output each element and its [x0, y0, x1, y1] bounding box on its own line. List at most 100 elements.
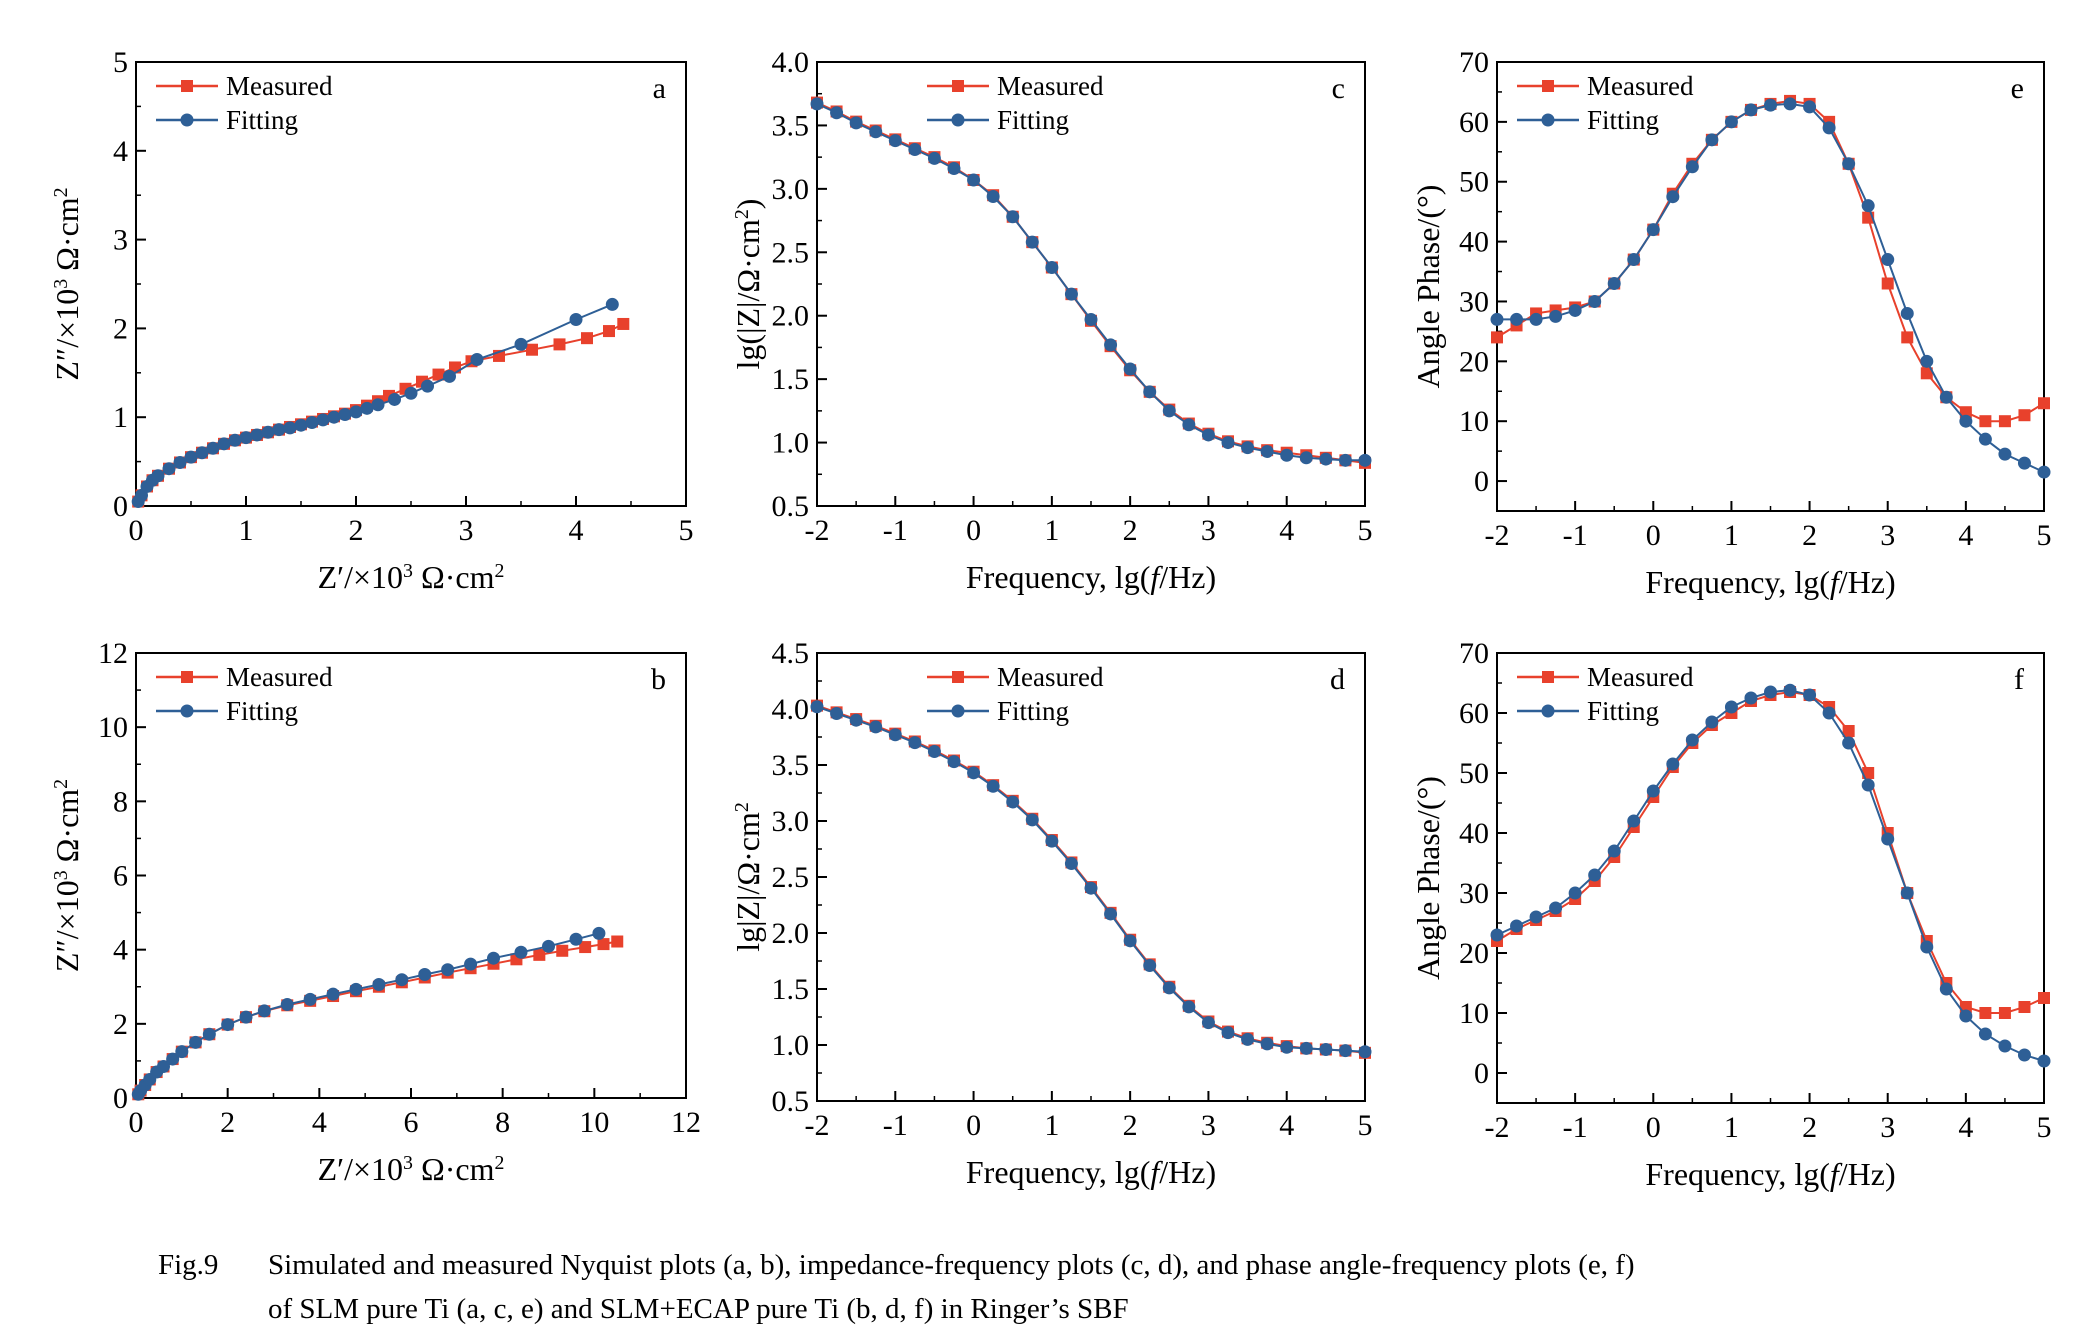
- y-tick-label: 10: [98, 711, 128, 744]
- data-point-fitting: [1666, 757, 1680, 771]
- y-tick-label: 40: [1459, 817, 1489, 850]
- x-tick-label: 5: [1358, 514, 1373, 547]
- data-point-fitting: [2037, 465, 2051, 479]
- data-point-fitting: [986, 779, 1000, 793]
- x-tick-label: 2: [220, 1106, 235, 1139]
- data-point-fitting: [151, 469, 165, 483]
- data-point-fitting: [1358, 453, 1372, 467]
- data-point-measured: [1920, 367, 1933, 380]
- data-point-fitting: [280, 998, 294, 1012]
- panel-letter: d: [1330, 663, 1345, 696]
- data-point-fitting: [404, 386, 418, 400]
- legend-label: Measured: [226, 71, 333, 101]
- panel-letter: b: [651, 663, 666, 696]
- data-point-fitting: [327, 410, 341, 424]
- data-point-fitting: [1939, 982, 1953, 996]
- x-tick-label: 4: [312, 1106, 327, 1139]
- chart-panel-d: -2 -1 0 1 2 3 4 5 0.5 1.0 1.5 2.0 2.5 3.0 3.5 4.0 4.5 Fre…: [730, 637, 1373, 1190]
- data-point-fitting: [1529, 910, 1543, 924]
- data-point-fitting: [1280, 1040, 1294, 1054]
- data-point-measured: [617, 317, 630, 330]
- x-tick-label: 0: [1646, 519, 1661, 552]
- data-point-fitting: [967, 173, 981, 187]
- y-tick-label: 2.5: [772, 236, 810, 269]
- data-point-fitting: [349, 982, 363, 996]
- x-tick-label: -2: [805, 514, 830, 547]
- x-tick-label: 1: [239, 514, 254, 547]
- data-point-fitting: [1744, 691, 1758, 705]
- data-point-fitting: [947, 162, 961, 176]
- y-tick-label: 4.5: [772, 637, 810, 670]
- data-point-fitting: [250, 428, 264, 442]
- y-tick-label: 3: [113, 224, 128, 257]
- legend-marker-circle: [180, 704, 194, 718]
- data-point-measured: [556, 944, 569, 957]
- data-point-measured: [1862, 767, 1875, 779]
- figure-caption: Fig.9 Simulated and measured Nyquist plot…: [158, 1243, 2038, 1331]
- y-tick-label: 0: [113, 490, 128, 523]
- data-point-measured: [603, 325, 615, 338]
- data-point-fitting: [395, 973, 409, 987]
- data-point-measured: [1491, 331, 1503, 344]
- x-axis-label: Frequency, lg(f/Hz): [966, 559, 1216, 595]
- x-tick-label: 10: [579, 1106, 609, 1139]
- data-point-fitting: [869, 720, 883, 734]
- legend-marker-circle: [951, 113, 965, 127]
- x-tick-label: 1: [1724, 1111, 1739, 1144]
- legend-label: Fitting: [997, 696, 1069, 726]
- data-point-fitting: [206, 441, 220, 455]
- x-tick-label: 3: [1201, 514, 1216, 547]
- data-point-fitting: [1319, 452, 1333, 466]
- data-point-fitting: [443, 369, 456, 383]
- x-tick-label: 0: [966, 514, 981, 547]
- x-tick-label: 2: [349, 514, 364, 547]
- legend-label: Measured: [1587, 662, 1694, 692]
- data-point-measured: [510, 953, 523, 966]
- y-tick-label: 1.5: [772, 363, 810, 396]
- x-tick-label: 6: [404, 1106, 419, 1139]
- x-tick-label: 1: [1044, 514, 1059, 547]
- data-point-fitting: [316, 413, 330, 427]
- y-tick-label: 6: [113, 860, 128, 893]
- data-point-fitting: [1241, 1032, 1255, 1046]
- data-point-fitting: [908, 736, 922, 750]
- y-tick-label: 2: [113, 312, 128, 345]
- y-tick-label: 70: [1459, 46, 1489, 79]
- data-point-fitting: [1607, 277, 1621, 291]
- data-point-fitting: [1978, 1027, 1992, 1041]
- x-tick-label: 0: [966, 1109, 981, 1142]
- data-point-fitting: [869, 125, 883, 139]
- data-point-fitting: [166, 1052, 180, 1066]
- data-point-fitting: [1510, 919, 1524, 933]
- data-point-fitting: [1783, 97, 1797, 111]
- data-point-fitting: [1025, 813, 1039, 827]
- data-point-fitting: [261, 425, 275, 439]
- data-point-fitting: [1764, 685, 1777, 699]
- data-point-fitting: [1104, 338, 1118, 352]
- data-point-fitting: [1084, 881, 1098, 895]
- data-point-measured: [611, 935, 624, 948]
- data-point-measured: [1881, 277, 1894, 290]
- data-point-measured: [1842, 725, 1855, 737]
- legend-marker-circle: [1541, 704, 1555, 718]
- data-point-fitting: [1588, 294, 1602, 308]
- data-point-fitting: [1881, 253, 1895, 267]
- data-point-fitting: [1822, 121, 1836, 135]
- x-tick-label: -1: [1563, 1111, 1588, 1144]
- data-point-fitting: [184, 450, 198, 464]
- data-point-fitting: [1978, 432, 1992, 446]
- data-point-fitting: [349, 405, 363, 419]
- data-point-fitting: [1568, 303, 1582, 317]
- data-point-fitting: [2017, 456, 2031, 470]
- x-tick-label: 5: [679, 514, 694, 547]
- data-point-fitting: [1685, 160, 1699, 174]
- y-tick-label: 50: [1459, 757, 1489, 790]
- x-tick-label: 0: [1646, 1111, 1661, 1144]
- x-tick-label: 12: [671, 1106, 701, 1139]
- x-tick-label: 3: [1201, 1109, 1216, 1142]
- data-point-fitting: [464, 957, 478, 971]
- data-point-fitting: [272, 423, 286, 437]
- x-tick-label: -2: [805, 1109, 830, 1142]
- legend-marker-circle: [180, 113, 194, 127]
